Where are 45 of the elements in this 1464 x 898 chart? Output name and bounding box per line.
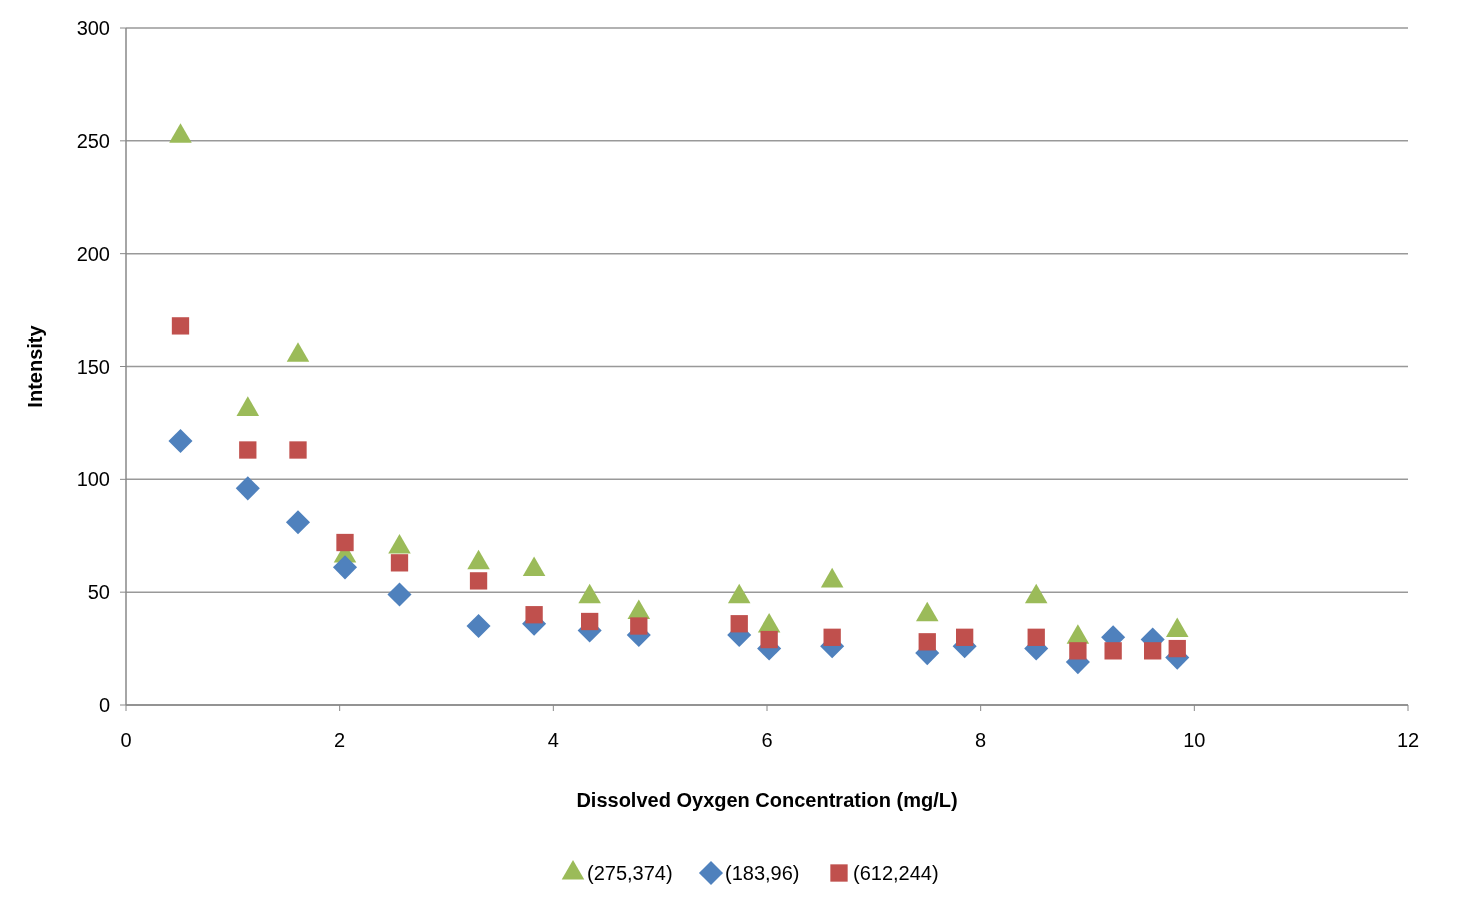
point xyxy=(169,123,192,143)
point xyxy=(168,428,193,454)
point xyxy=(525,606,543,624)
point xyxy=(387,582,412,607)
point xyxy=(239,441,257,459)
y-tick-label: 50 xyxy=(87,581,110,604)
point xyxy=(1168,639,1186,658)
legend-label: (612,244) xyxy=(853,862,939,884)
point xyxy=(955,628,974,646)
point xyxy=(630,617,648,635)
point xyxy=(1027,628,1045,646)
y-axis-title: Intensity xyxy=(24,324,46,408)
point xyxy=(466,613,491,639)
x-axis-title: Dissolved Oyxgen Concentration (mg/L) xyxy=(576,789,958,811)
y-tick-label: 0 xyxy=(98,694,110,716)
x-tick-label: 6 xyxy=(761,729,773,751)
legend-label: (183,96) xyxy=(725,862,800,884)
point xyxy=(1144,642,1162,660)
x-tick-label: 2 xyxy=(334,729,346,751)
point xyxy=(469,572,488,590)
x-tick-label: 0 xyxy=(120,729,132,751)
point xyxy=(171,317,190,335)
point xyxy=(581,612,599,631)
x-tick-label: 12 xyxy=(1396,729,1420,751)
point xyxy=(1069,642,1087,660)
y-tick-label: 150 xyxy=(76,355,110,378)
point xyxy=(823,628,841,646)
point xyxy=(285,510,311,535)
x-tick-label: 10 xyxy=(1183,729,1206,751)
point xyxy=(332,555,358,580)
point xyxy=(289,441,307,459)
y-tick-label: 300 xyxy=(76,17,110,39)
x-tick-label: 8 xyxy=(975,729,987,751)
point xyxy=(235,476,260,501)
x-tick-label: 4 xyxy=(547,729,559,751)
point xyxy=(336,533,354,552)
legend-label: (275,374) xyxy=(587,862,673,884)
y-tick-label: 100 xyxy=(76,468,110,491)
point xyxy=(730,615,748,633)
point xyxy=(390,554,409,572)
point xyxy=(760,630,778,649)
y-tick-label: 200 xyxy=(76,242,110,265)
y-tick-label: 250 xyxy=(76,129,110,152)
point xyxy=(918,633,936,651)
point xyxy=(1104,642,1122,660)
